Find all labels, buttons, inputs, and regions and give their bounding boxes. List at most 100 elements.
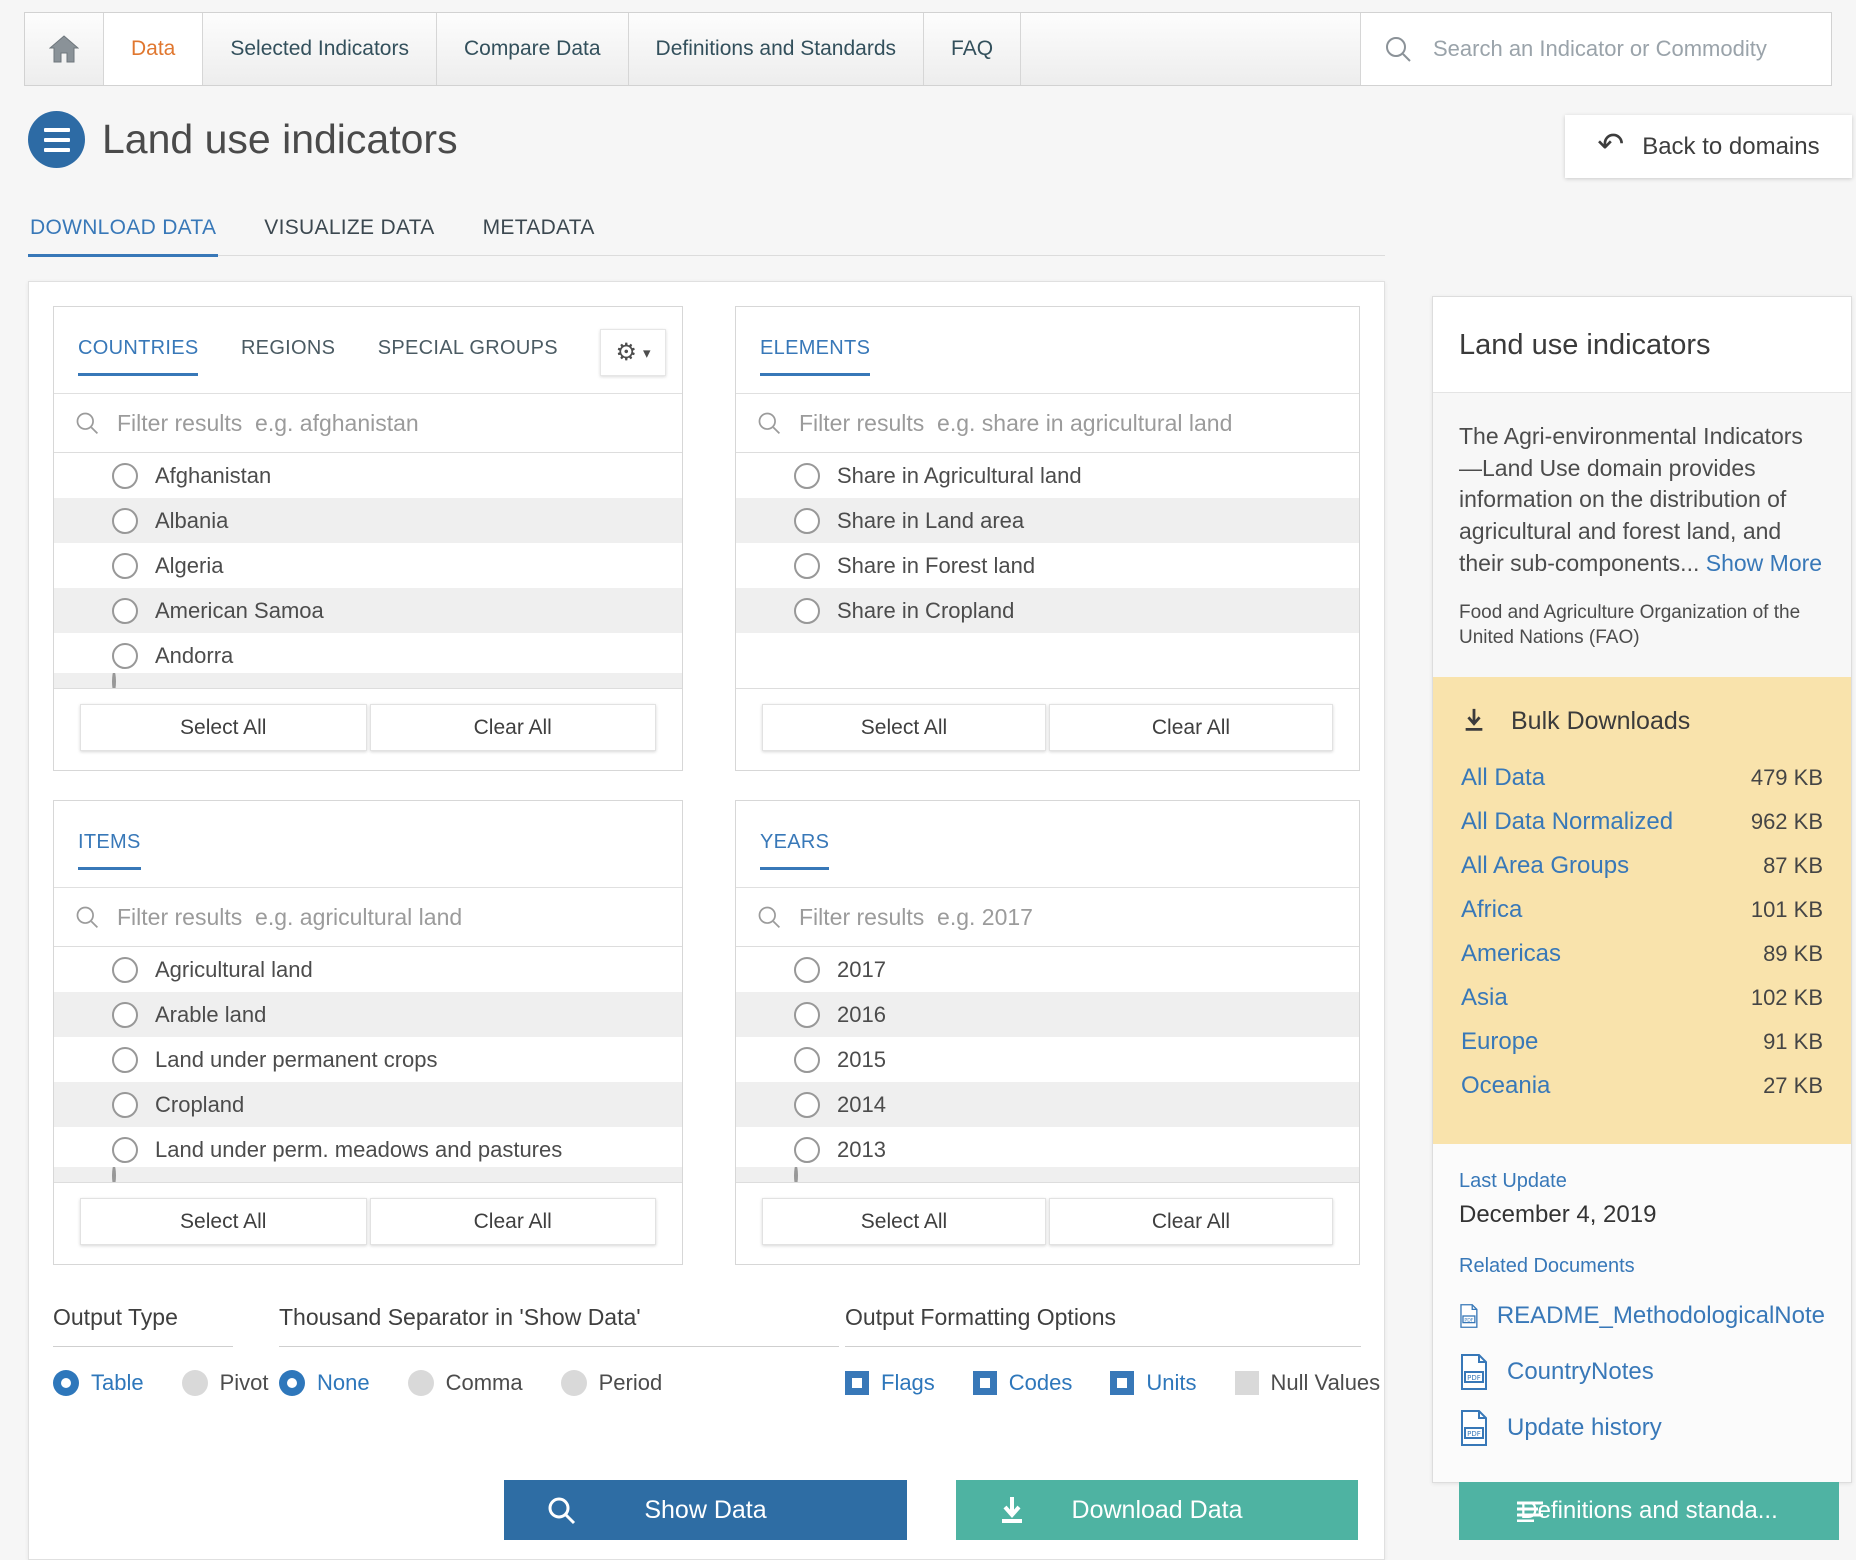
bulk-download-link[interactable]: All Area Groups xyxy=(1461,851,1630,879)
radio-icon[interactable] xyxy=(794,462,820,489)
radio-icon[interactable] xyxy=(794,552,820,579)
clear-all-button[interactable]: Clear All xyxy=(1049,704,1333,751)
checkbox-icon[interactable] xyxy=(1110,1371,1135,1395)
formatting-option[interactable]: Flags xyxy=(845,1370,935,1396)
tab-download-data[interactable]: DOWNLOAD DATA xyxy=(28,216,219,257)
list-item[interactable]: Albania xyxy=(54,498,682,543)
radio-icon[interactable] xyxy=(112,462,138,489)
bulk-download-link[interactable]: Oceania xyxy=(1461,1071,1551,1099)
show-more-link[interactable]: Show More xyxy=(1705,549,1823,576)
clear-all-button[interactable]: Clear All xyxy=(369,704,656,751)
radio-icon[interactable] xyxy=(112,552,138,579)
download-data-button[interactable]: Download Data xyxy=(956,1480,1358,1540)
list-item[interactable]: Afghanistan xyxy=(54,453,682,498)
list-item[interactable]: Share in Land area xyxy=(736,498,1359,543)
domain-menu-button[interactable] xyxy=(28,111,85,168)
formatting-option[interactable]: Codes xyxy=(972,1370,1072,1396)
nav-tab-data[interactable]: Data xyxy=(104,13,204,85)
checkbox-icon[interactable] xyxy=(972,1371,997,1395)
radio-icon[interactable] xyxy=(794,956,820,983)
tab-items[interactable]: ITEMS xyxy=(78,831,141,870)
tab-countries[interactable]: COUNTRIES xyxy=(78,337,199,376)
home-tab[interactable] xyxy=(25,13,104,85)
tab-special-groups[interactable]: SPECIAL GROUPS xyxy=(377,337,558,359)
list-item[interactable]: 2017 xyxy=(736,947,1359,992)
list-item[interactable]: Share in Forest land xyxy=(736,543,1359,588)
tab-regions[interactable]: REGIONS xyxy=(240,337,336,359)
checkbox-icon[interactable] xyxy=(1234,1371,1259,1395)
list-item[interactable]: Arable land xyxy=(54,992,682,1037)
items-filter-input[interactable] xyxy=(115,902,662,932)
list-item[interactable]: Land under permanent crops xyxy=(54,1037,682,1082)
bulk-download-link[interactable]: All Data xyxy=(1461,763,1546,791)
radio-icon[interactable] xyxy=(112,1046,138,1073)
select-all-button[interactable]: Select All xyxy=(762,1198,1046,1245)
tab-visualize-data[interactable]: VISUALIZE DATA xyxy=(264,216,435,239)
list-item[interactable]: Share in Cropland xyxy=(736,588,1359,633)
separator-option[interactable]: None xyxy=(279,1370,370,1396)
bulk-download-link[interactable]: Africa xyxy=(1461,895,1523,923)
document-link[interactable]: PDF README_MethodologicalNote xyxy=(1459,1298,1825,1334)
back-to-domains-button[interactable]: ↶ Back to domains xyxy=(1565,115,1852,178)
radio-icon[interactable] xyxy=(53,1370,79,1396)
select-all-button[interactable]: Select All xyxy=(80,1198,367,1245)
list-item[interactable]: Cropland xyxy=(54,1082,682,1127)
bulk-download-link[interactable]: Americas xyxy=(1461,939,1562,967)
clear-all-button[interactable]: Clear All xyxy=(1049,1198,1333,1245)
formatting-option[interactable]: Units xyxy=(1110,1370,1197,1396)
nav-tab-definitions-standards[interactable]: Definitions and Standards xyxy=(628,13,925,85)
radio-icon[interactable] xyxy=(112,1001,138,1028)
radio-icon[interactable] xyxy=(279,1370,305,1396)
elements-filter-input[interactable] xyxy=(797,408,1339,438)
radio-icon[interactable] xyxy=(794,1091,820,1118)
bulk-download-link[interactable]: Europe xyxy=(1461,1027,1539,1055)
separator-option[interactable]: Period xyxy=(560,1370,662,1396)
select-all-button[interactable]: Select All xyxy=(762,704,1046,751)
radio-icon[interactable] xyxy=(112,507,138,534)
select-all-button[interactable]: Select All xyxy=(80,704,367,751)
radio-icon[interactable] xyxy=(794,1136,820,1163)
bulk-download-link[interactable]: All Data Normalized xyxy=(1461,807,1674,835)
tab-years[interactable]: YEARS xyxy=(760,831,830,870)
list-item[interactable]: Land under perm. meadows and pastures xyxy=(54,1127,682,1167)
nav-tab-faq[interactable]: FAQ xyxy=(924,13,1022,85)
clear-all-button[interactable]: Clear All xyxy=(369,1198,656,1245)
list-item[interactable]: 2014 xyxy=(736,1082,1359,1127)
countries-filter-input[interactable] xyxy=(115,408,662,438)
list-item[interactable]: Algeria xyxy=(54,543,682,588)
radio-icon[interactable] xyxy=(112,1091,138,1118)
tab-elements[interactable]: ELEMENTS xyxy=(760,337,871,376)
settings-gear-button[interactable]: ⚙ ▾ xyxy=(600,329,666,376)
list-item[interactable]: American Samoa xyxy=(54,588,682,633)
checkbox-icon[interactable] xyxy=(845,1371,869,1395)
radio-icon[interactable] xyxy=(407,1370,434,1396)
show-data-button[interactable]: Show Data xyxy=(504,1480,907,1540)
radio-icon[interactable] xyxy=(112,642,138,669)
output-type-option[interactable]: Table xyxy=(53,1370,144,1396)
output-type-option[interactable]: Pivot xyxy=(181,1370,269,1396)
list-item[interactable]: 2016 xyxy=(736,992,1359,1037)
radio-icon[interactable] xyxy=(560,1370,587,1396)
document-link[interactable]: PDF CountryNotes xyxy=(1459,1353,1825,1390)
bulk-download-link[interactable]: Asia xyxy=(1461,983,1508,1011)
radio-icon[interactable] xyxy=(181,1370,208,1396)
radio-icon[interactable] xyxy=(794,1001,820,1028)
radio-icon[interactable] xyxy=(112,597,138,624)
radio-icon[interactable] xyxy=(794,597,820,624)
radio-icon[interactable] xyxy=(794,1046,820,1073)
list-item[interactable]: Agricultural land xyxy=(54,947,682,992)
radio-icon[interactable] xyxy=(112,1136,138,1163)
list-item[interactable]: Andorra xyxy=(54,633,682,673)
nav-tab-selected-indicators[interactable]: Selected Indicators xyxy=(203,13,437,85)
years-filter-input[interactable] xyxy=(797,902,1339,932)
document-link[interactable]: PDF Update history xyxy=(1459,1409,1825,1446)
tab-metadata[interactable]: METADATA xyxy=(482,216,595,239)
nav-tab-compare-data[interactable]: Compare Data xyxy=(436,13,629,85)
search-input[interactable] xyxy=(1431,35,1809,63)
radio-icon[interactable] xyxy=(112,956,138,983)
radio-icon[interactable] xyxy=(794,507,820,534)
list-item[interactable]: Share in Agricultural land xyxy=(736,453,1359,498)
formatting-option[interactable]: Null Values xyxy=(1234,1370,1380,1396)
list-item[interactable]: 2013 xyxy=(736,1127,1359,1167)
definitions-standards-button[interactable]: Definitions and standa... xyxy=(1459,1481,1839,1540)
